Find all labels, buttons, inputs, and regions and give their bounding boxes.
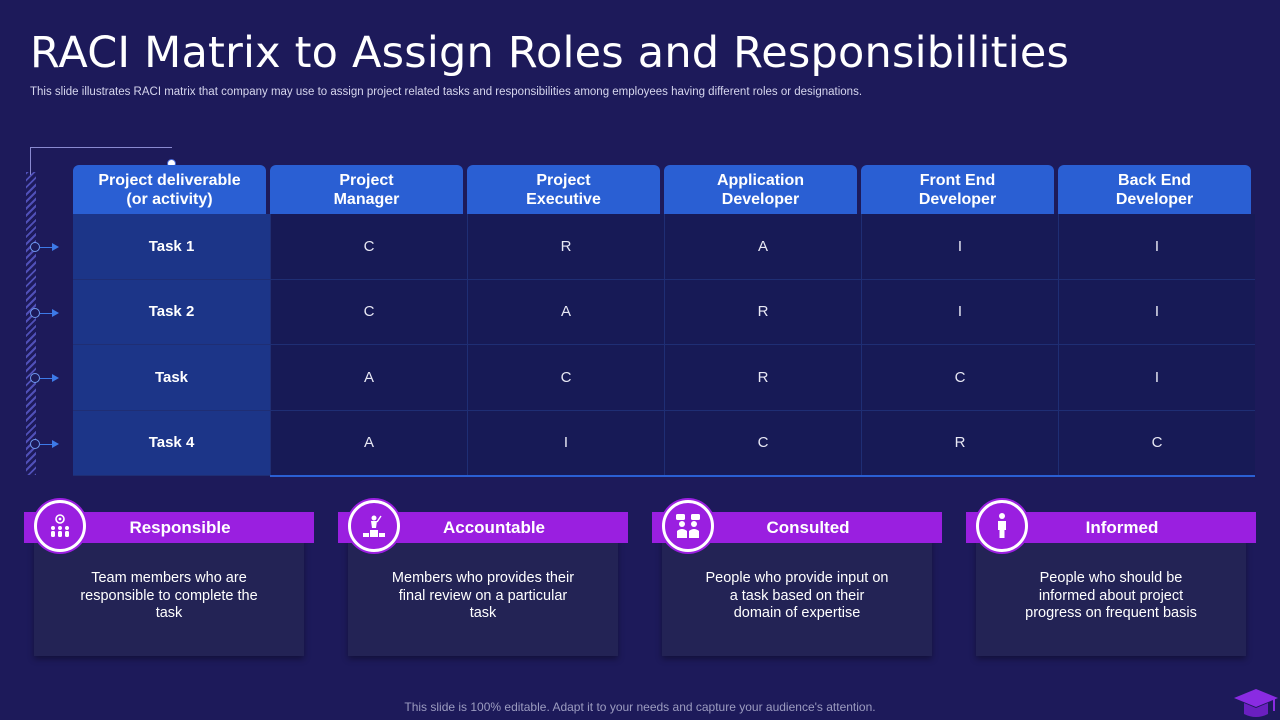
legend-card-accountable: Accountable Members who provides their f… [338,500,628,660]
raci-cell: I [861,214,1058,279]
column-header: Application Developer [664,165,857,214]
raci-cell: R [664,345,861,410]
column-header: Back End Developer [1058,165,1251,214]
row-arrow-marker [30,307,62,319]
legend-card-consulted: Consulted People who provide input on a … [652,500,942,660]
row-arrow-marker [30,438,62,450]
card-description: Team members who are responsible to comp… [80,570,258,621]
raci-cell: I [1058,279,1255,344]
raci-cell: C [467,345,664,410]
connector-bracket [30,147,172,175]
raci-cell: R [861,410,1058,475]
row-arrow-marker [30,241,62,253]
table-row: Task 2 C A R I I [73,279,1255,345]
raci-cell: C [270,214,467,279]
card-title: Consulted [766,517,850,537]
raci-cell: I [1058,345,1255,410]
graduation-cap-icon [1232,686,1280,720]
raci-cell: C [664,410,861,475]
task-cell: Task 2 [73,279,270,344]
table-row: Task 4 A I C R C [73,410,1255,476]
card-description: Members who provides their final review … [391,570,575,621]
table-bottom-rule [270,475,1255,477]
table-header-row: Project deliverable (or activity) Projec… [73,165,1255,214]
column-header: Project Executive [467,165,660,214]
footer-note: This slide is 100% editable. Adapt it to… [404,700,876,714]
card-description: People who provide input on a task based… [705,570,889,621]
card-body [348,538,618,656]
card-description: People who should be informed about proj… [1025,570,1197,621]
raci-cell: A [270,410,467,475]
raci-cell: C [861,345,1058,410]
raci-cell: A [270,345,467,410]
card-title: Informed [1085,517,1159,537]
raci-cell: A [664,214,861,279]
task-cell: Task [73,345,270,410]
legend-card-informed: Informed People who should be informed a… [966,500,1256,660]
raci-cell: I [1058,214,1255,279]
podium-leader-icon [348,500,400,552]
raci-cell: C [270,279,467,344]
raci-cell: A [467,279,664,344]
person-icon [976,500,1028,552]
raci-cell: R [664,279,861,344]
card-body [662,538,932,656]
raci-matrix-table: Project deliverable (or activity) Projec… [73,165,1255,476]
column-header: Project deliverable (or activity) [73,165,266,214]
discussion-people-icon [662,500,714,552]
card-body [34,538,304,656]
page-title: RACI Matrix to Assign Roles and Responsi… [30,28,1070,78]
card-title: Accountable [442,517,546,537]
task-cell: Task 4 [73,410,270,475]
hatched-divider [26,172,36,475]
table-row: Task A C R C I [73,345,1255,411]
raci-cell: C [1058,410,1255,475]
row-arrow-marker [30,372,62,384]
raci-cell: R [467,214,664,279]
raci-cell: I [467,410,664,475]
legend-card-responsible: Responsible Team members who are respons… [24,500,314,660]
raci-cell: I [861,279,1058,344]
table-row: Task 1 C R A I I [73,214,1255,280]
page-subtitle: This slide illustrates RACI matrix that … [30,86,863,98]
column-header: Project Manager [270,165,463,214]
task-cell: Task 1 [73,214,270,279]
card-title: Responsible [129,517,231,537]
column-header: Front End Developer [861,165,1054,214]
card-body [976,538,1246,656]
team-gear-icon [34,500,86,552]
